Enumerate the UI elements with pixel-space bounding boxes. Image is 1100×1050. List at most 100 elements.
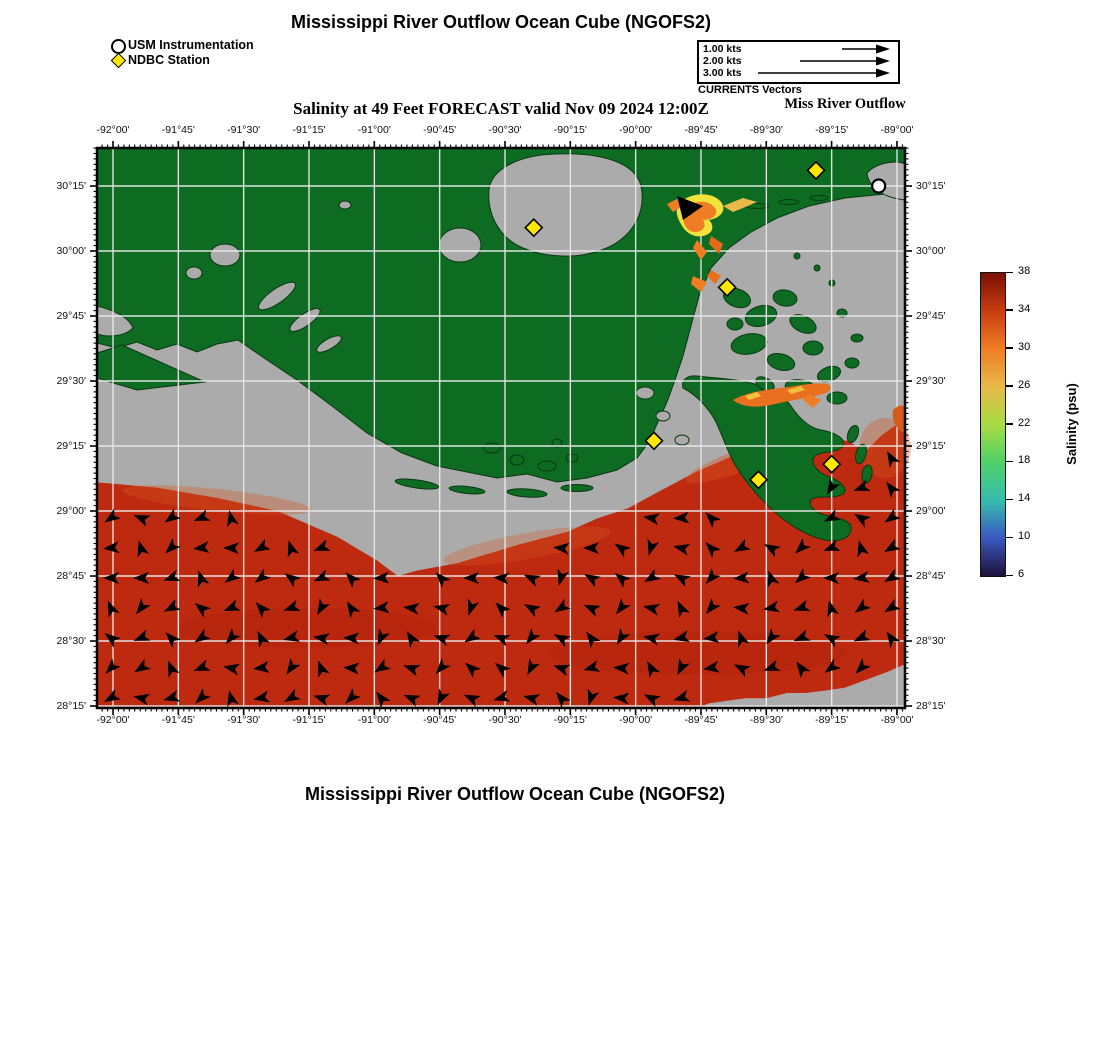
current-arrow	[614, 572, 631, 588]
current-arrow	[553, 664, 571, 677]
current-arrow	[557, 568, 569, 586]
page-title: Mississippi River Outflow Ocean Cube (NG…	[290, 12, 712, 32]
colorbar-tick	[1006, 574, 1013, 576]
y-tick-label: 29°45'	[56, 309, 86, 322]
vector-legend-arrowhead	[876, 68, 890, 78]
current-arrow	[223, 542, 240, 555]
current-arrow	[584, 574, 601, 588]
current-arrow	[647, 538, 660, 556]
current-arrow	[464, 628, 481, 643]
current-arrow	[343, 662, 360, 675]
x-tick-label: -90°15'	[553, 714, 587, 726]
current-arrow	[465, 662, 481, 678]
current-arrow	[227, 690, 239, 708]
ndbc-station-marker	[524, 217, 544, 238]
current-arrow	[253, 690, 270, 703]
x-tick-label: -90°30'	[488, 714, 522, 726]
current-arrow	[673, 630, 691, 642]
current-arrow	[643, 513, 660, 526]
current-arrow	[195, 688, 211, 704]
current-arrow	[613, 662, 630, 675]
current-arrow	[194, 628, 211, 643]
current-arrow	[284, 688, 301, 703]
axis-ticks	[90, 141, 912, 715]
y-tick-label: 29°15'	[56, 439, 86, 452]
colorbar	[980, 272, 1006, 577]
x-tick-label: -90°30'	[488, 124, 522, 136]
current-arrow	[255, 602, 271, 618]
current-arrow	[163, 569, 181, 582]
current-arrow	[433, 634, 451, 647]
current-arrow	[738, 630, 750, 648]
footer-title: Mississippi River Outflow Ocean Cube (NG…	[304, 784, 726, 804]
current-arrow	[647, 660, 661, 678]
current-arrow	[884, 568, 901, 583]
y-tick-label: 30°00'	[56, 244, 86, 257]
current-arrow	[583, 660, 601, 672]
current-arrow	[433, 604, 451, 616]
current-arrow	[823, 539, 841, 551]
current-arrow	[553, 634, 571, 648]
current-arrow	[163, 690, 181, 702]
current-arrow	[165, 538, 181, 554]
current-arrow	[586, 631, 601, 648]
river-plume-patches	[667, 194, 905, 434]
current-arrow	[318, 660, 330, 678]
colorbar-tick	[1006, 309, 1013, 311]
y-tick-label: 29°15'	[916, 439, 946, 452]
current-arrow	[733, 538, 751, 552]
colorbar-tick-label: 22	[1018, 416, 1031, 429]
current-arrow	[613, 692, 630, 705]
current-arrow	[884, 598, 901, 613]
y-tick-label: 29°30'	[56, 374, 86, 387]
colorbar-label: Salinity (psu)	[1064, 383, 1079, 465]
current-arrow	[373, 571, 390, 584]
current-arrow	[193, 509, 211, 521]
colorbar-tick-label: 6	[1018, 568, 1025, 580]
current-arrow	[824, 658, 841, 673]
station-markers	[524, 160, 887, 490]
current-arrow	[164, 508, 181, 523]
current-arrow	[823, 509, 841, 522]
y-tick-label: 30°15'	[916, 179, 946, 192]
current-arrow	[495, 602, 511, 618]
current-arrow	[223, 599, 241, 612]
current-arrow	[763, 600, 780, 613]
region-label: Miss River Outflow	[784, 96, 906, 112]
current-arrow	[283, 630, 301, 642]
current-arrow	[854, 598, 871, 613]
x-tick-label: -90°00'	[619, 714, 653, 726]
current-arrow	[763, 659, 781, 671]
y-tick-label: 28°30'	[916, 634, 946, 647]
colorbar-tick-label: 26	[1018, 378, 1031, 391]
current-arrow	[403, 694, 421, 707]
current-arrow	[554, 598, 571, 613]
current-arrow	[435, 658, 451, 675]
current-arrow	[887, 451, 901, 468]
current-arrow	[616, 598, 631, 615]
current-arrow	[343, 632, 360, 645]
colorbar-tick	[1006, 498, 1013, 501]
current-arrow	[705, 512, 721, 528]
current-arrow	[764, 544, 781, 558]
current-arrow	[103, 541, 120, 554]
x-tick-label: -89°15'	[815, 714, 849, 726]
current-arrow	[406, 631, 421, 648]
x-tick-label: -89°00'	[880, 714, 914, 726]
current-arrow	[376, 691, 391, 708]
current-arrow	[853, 629, 871, 642]
colorbar-tick-label: 18	[1018, 454, 1031, 467]
current-arrow	[163, 599, 181, 612]
current-arrow	[853, 571, 870, 583]
current-arrow	[643, 603, 661, 616]
current-arrow	[673, 689, 691, 702]
x-tick-label: -91°30'	[227, 714, 261, 726]
current-arrow	[403, 664, 421, 677]
x-tick-label: -90°15'	[553, 124, 587, 136]
x-tick-label: -92°00'	[96, 124, 130, 136]
plume-current-arrow	[677, 196, 703, 220]
current-arrow	[857, 540, 869, 558]
x-tick-label: -91°15'	[292, 124, 326, 136]
current-arrow	[524, 604, 541, 618]
current-arrow	[643, 694, 661, 707]
